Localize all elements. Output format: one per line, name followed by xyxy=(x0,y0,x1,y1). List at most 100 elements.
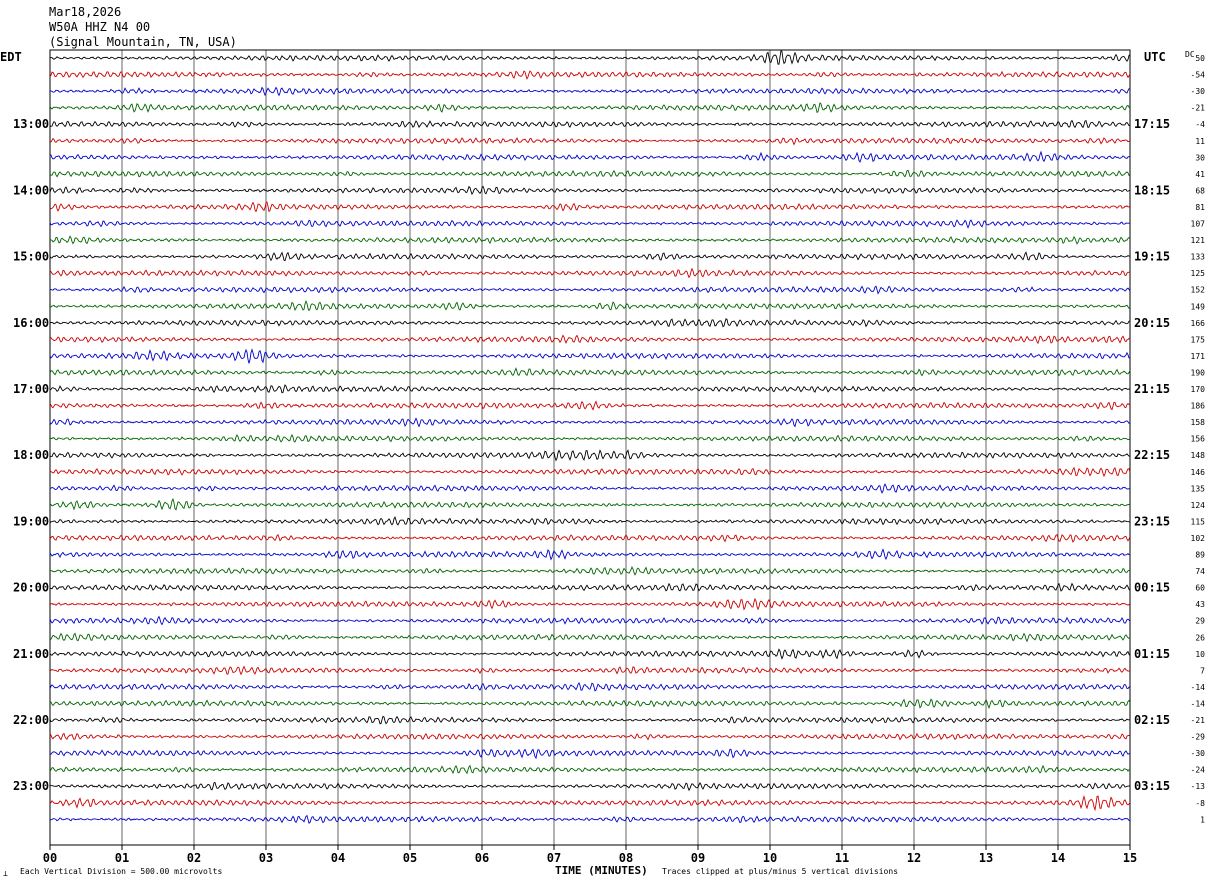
dc-offset-label: -21 xyxy=(1191,716,1206,725)
dc-offset-label: 146 xyxy=(1191,468,1206,477)
dc-offset-label: 30 xyxy=(1195,153,1205,162)
dc-offset-label: 135 xyxy=(1191,484,1206,493)
seismic-trace xyxy=(49,615,1131,626)
dc-offset-label: 29 xyxy=(1195,617,1205,626)
x-tick-label: 13 xyxy=(979,851,993,865)
left-hour-label: 21:00 xyxy=(13,647,49,661)
dc-offset-label: -4 xyxy=(1195,120,1205,129)
seismic-trace xyxy=(49,185,1131,196)
dc-offset-label: 26 xyxy=(1195,633,1205,642)
seismic-trace xyxy=(49,682,1131,692)
seismic-trace xyxy=(49,285,1131,295)
x-tick-label: 00 xyxy=(43,851,57,865)
dc-offset-label: -21 xyxy=(1191,104,1206,113)
dc-offset-label: 171 xyxy=(1191,352,1206,361)
right-hour-label: 18:15 xyxy=(1134,183,1170,197)
dc-offset-label: 148 xyxy=(1191,451,1206,460)
header-station: W50A HHZ N4 00 xyxy=(49,20,150,34)
left-hour-label: 18:00 xyxy=(13,448,49,462)
seismic-trace xyxy=(49,466,1131,478)
seismic-trace xyxy=(49,137,1131,146)
x-tick-label: 09 xyxy=(691,851,705,865)
dc-offset-label: -30 xyxy=(1191,749,1206,758)
x-tick-label: 10 xyxy=(763,851,777,865)
seismic-trace xyxy=(49,533,1131,543)
seismic-trace xyxy=(49,49,1131,65)
dc-offset-label: 156 xyxy=(1191,435,1206,444)
dc-offset-label: 158 xyxy=(1191,418,1206,427)
right-hour-label: 23:15 xyxy=(1134,514,1170,528)
x-tick-label: 07 xyxy=(547,851,561,865)
dc-offset-label: -54 xyxy=(1191,71,1206,80)
dc-offset-label: 41 xyxy=(1195,170,1205,179)
right-timezone-label: UTC xyxy=(1144,50,1166,64)
seismic-trace xyxy=(49,318,1131,328)
seismic-trace xyxy=(49,102,1131,114)
seismic-trace xyxy=(49,632,1131,643)
x-tick-label: 01 xyxy=(115,851,129,865)
seismic-trace xyxy=(49,794,1131,812)
dc-offset-label: -14 xyxy=(1191,699,1206,708)
seismic-trace xyxy=(49,86,1131,97)
dc-offset-label: 124 xyxy=(1191,501,1206,510)
dc-offset-label: 107 xyxy=(1191,220,1206,229)
dc-offset-label: 1 xyxy=(1200,815,1205,824)
x-tick-label: 12 xyxy=(907,851,921,865)
dc-offset-label: 125 xyxy=(1191,269,1206,278)
left-hour-label: 20:00 xyxy=(13,581,49,595)
dc-offset-label: 166 xyxy=(1191,319,1206,328)
dc-offset-labels: 50-54-30-21-4113041688110712113312515214… xyxy=(1191,54,1206,824)
seismic-trace xyxy=(49,497,1131,511)
right-hour-label: 20:15 xyxy=(1134,316,1170,330)
seismic-trace xyxy=(49,449,1131,462)
left-hour-label: 15:00 xyxy=(13,250,49,264)
right-hour-label: 00:15 xyxy=(1134,581,1170,595)
seismic-trace xyxy=(49,348,1131,364)
x-axis-ticks: 00 01 02 03 04 05 06 07 08 09 10 11 12 13 14 15 xyxy=(43,845,1137,865)
dc-offset-label: 186 xyxy=(1191,402,1206,411)
seismic-trace xyxy=(49,169,1131,178)
plot-frame xyxy=(49,49,1131,846)
seismic-trace xyxy=(49,417,1131,428)
seismic-trace xyxy=(49,516,1131,526)
header-date: Mar18,2026 xyxy=(49,5,121,19)
minute-gridlines xyxy=(121,50,1059,845)
dc-offset-label: 152 xyxy=(1191,286,1206,295)
dc-offset-label: -30 xyxy=(1191,87,1206,96)
footer-mark-icon: ⟂ xyxy=(3,869,8,878)
header-location: (Signal Mountain, TN, USA) xyxy=(49,35,237,49)
seismic-trace xyxy=(49,201,1131,213)
right-hour-label: 19:15 xyxy=(1134,250,1170,264)
left-hour-label: 16:00 xyxy=(13,316,49,330)
x-tick-label: 15 xyxy=(1123,851,1137,865)
right-hour-labels: 17:15 18:15 19:15 20:15 21:15 22:15 23:15 00:15… xyxy=(1134,117,1170,793)
dc-offset-label: 170 xyxy=(1191,385,1206,394)
seismic-trace xyxy=(49,566,1131,576)
x-tick-label: 03 xyxy=(259,851,273,865)
left-hour-label: 17:00 xyxy=(13,382,49,396)
seismic-trace xyxy=(49,483,1131,494)
trace-group xyxy=(49,49,1131,824)
dc-offset-label: 68 xyxy=(1195,186,1205,195)
right-hour-label: 01:15 xyxy=(1134,647,1170,661)
dc-offset-label: 133 xyxy=(1191,253,1206,262)
seismic-trace xyxy=(49,267,1131,279)
x-tick-label: 05 xyxy=(403,851,417,865)
x-tick-label: 08 xyxy=(619,851,633,865)
dc-offset-label: 149 xyxy=(1191,302,1206,311)
clip-note: Traces clipped at plus/minus 5 vertical … xyxy=(662,867,898,876)
dc-offset-label: 102 xyxy=(1191,534,1206,543)
left-hour-label: 13:00 xyxy=(13,117,49,131)
left-hour-label: 19:00 xyxy=(13,514,49,528)
seismic-trace xyxy=(49,384,1131,394)
x-tick-label: 14 xyxy=(1051,851,1065,865)
dc-offset-label: 190 xyxy=(1191,368,1206,377)
seismic-trace xyxy=(49,367,1131,377)
dc-offset-label: 175 xyxy=(1191,335,1206,344)
dc-offset-label: 89 xyxy=(1195,551,1205,560)
left-hour-labels: 13:00 14:00 15:00 16:00 17:00 18:00 19:00 20:00… xyxy=(13,117,49,793)
right-hour-label: 21:15 xyxy=(1134,382,1170,396)
x-tick-label: 06 xyxy=(475,851,489,865)
right-hour-label: 22:15 xyxy=(1134,448,1170,462)
